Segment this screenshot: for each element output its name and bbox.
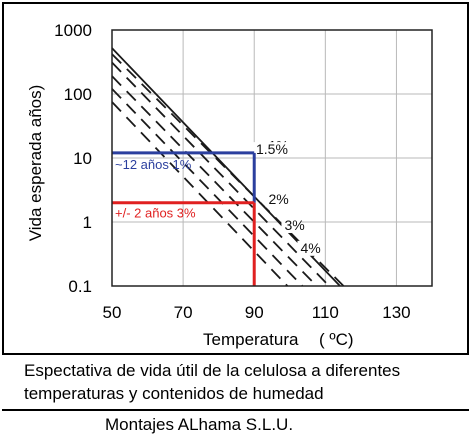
series-label-bg [265,192,286,208]
annotation-red: +/- 2 años 3% [115,206,196,221]
caption-line-2: temperaturas y contenidos de humedad [24,384,324,403]
series-line-4pct [111,101,289,287]
y-axis-label: Vida esperada años) [26,85,45,242]
y-tick-label: 10 [73,149,92,168]
x-tick-label: 130 [382,303,410,322]
series-label: 2% [268,191,288,207]
chart-caption: Espectativa de vida útil de la celulosa … [2,353,469,409]
series-line-2pct [111,75,318,287]
series-label: 1.5% [256,141,288,157]
y-tick-label: 1000 [54,21,92,40]
credit-box: Montajes ALhama S.L.U. [2,409,469,439]
series-label-bg [281,217,302,233]
annotation-blue: ~12 años 1% [115,157,192,172]
series-line-3pct [111,88,303,287]
y-tick-label: 0.1 [68,277,92,296]
series-label: 3% [284,217,304,233]
y-tick-label: 100 [64,85,92,104]
series-label: 4% [300,240,320,256]
x-tick-label: 110 [312,303,339,322]
series-label-bg [253,142,289,158]
x-tick-label: 50 [103,303,122,322]
x-tick-label: 70 [174,303,193,322]
plot-border [111,29,433,287]
x-axis-label: Temperatura [203,330,299,349]
y-tick-label: 1 [83,213,92,232]
x-axis-unit: ( ºC) [319,330,354,349]
credit-text: Montajes ALhama S.L.U. [105,415,294,434]
x-tick-label: 90 [245,303,264,322]
caption-line-1: Espectativa de vida útil de la celulosa … [24,361,401,380]
series-line-1-5pct [111,61,330,287]
series-label-bg [297,240,318,256]
